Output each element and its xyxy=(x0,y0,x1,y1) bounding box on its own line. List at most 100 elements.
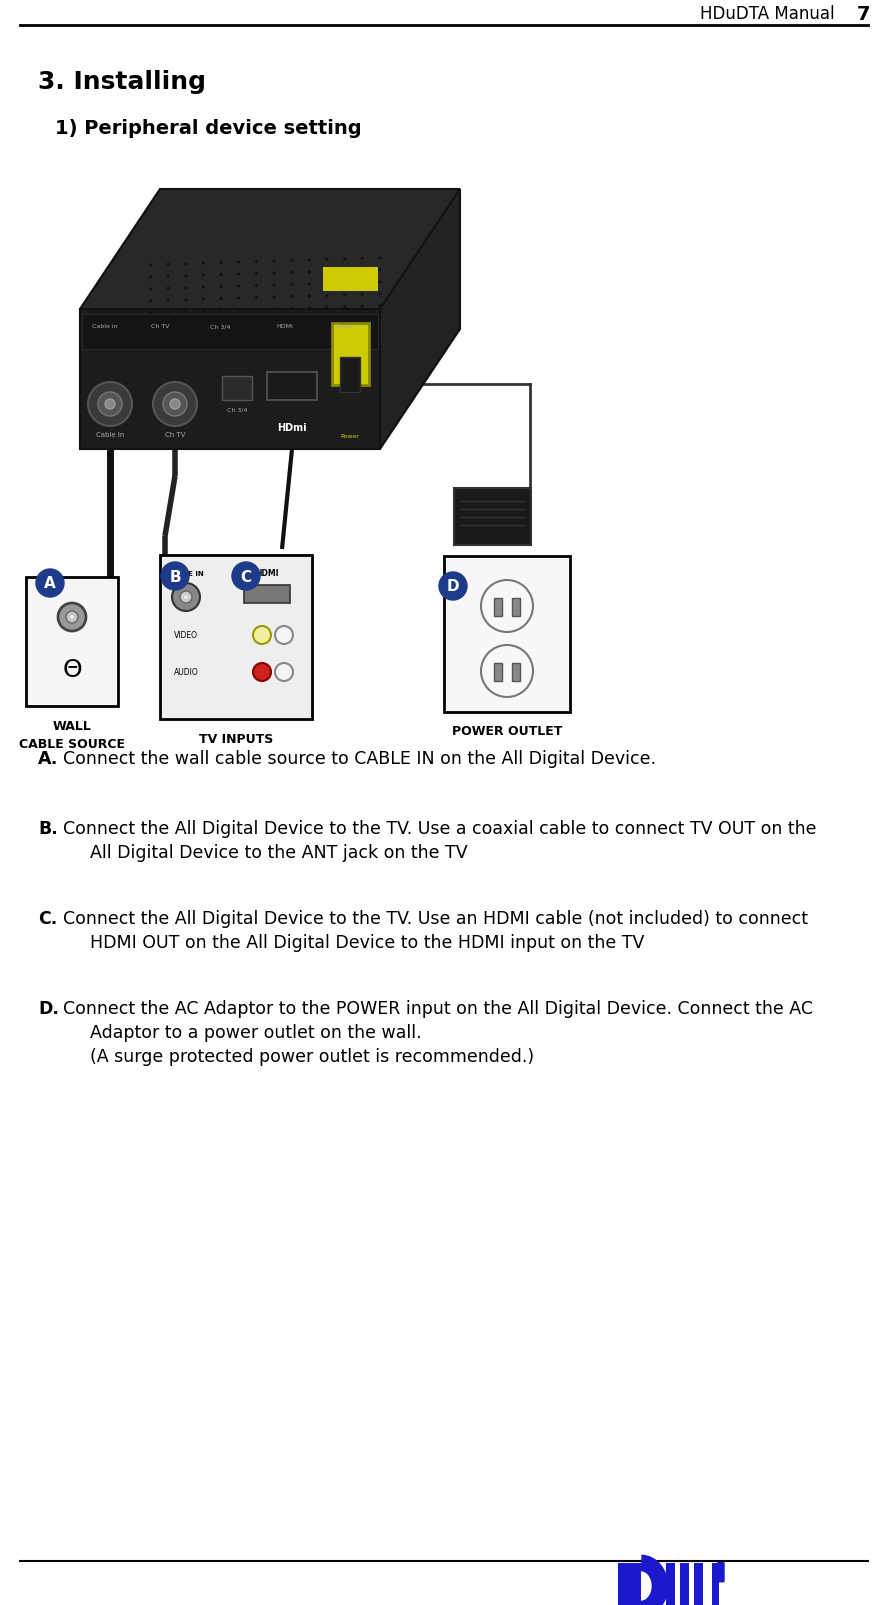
Polygon shape xyxy=(80,310,380,449)
Circle shape xyxy=(255,297,258,300)
Circle shape xyxy=(273,273,275,276)
Text: AUDIO: AUDIO xyxy=(174,668,199,677)
Text: Ch TV: Ch TV xyxy=(151,324,170,329)
FancyBboxPatch shape xyxy=(512,663,520,682)
Circle shape xyxy=(163,393,187,417)
FancyBboxPatch shape xyxy=(26,578,118,706)
Circle shape xyxy=(273,308,275,311)
Circle shape xyxy=(308,271,311,274)
Circle shape xyxy=(325,271,329,274)
Text: WALL: WALL xyxy=(52,721,91,733)
Text: Connect the All Digital Device to the TV. Use an HDMI cable (not included) to co: Connect the All Digital Device to the TV… xyxy=(63,910,808,928)
Circle shape xyxy=(378,270,381,273)
Circle shape xyxy=(180,592,192,603)
Text: D.: D. xyxy=(38,1000,59,1018)
Text: Cable in: Cable in xyxy=(92,324,118,329)
Circle shape xyxy=(361,270,364,273)
Circle shape xyxy=(325,295,329,297)
FancyBboxPatch shape xyxy=(512,599,520,616)
Circle shape xyxy=(153,382,197,427)
Circle shape xyxy=(219,299,223,302)
Text: 3. Installing: 3. Installing xyxy=(38,71,206,95)
Circle shape xyxy=(275,626,293,645)
Circle shape xyxy=(36,570,64,597)
FancyBboxPatch shape xyxy=(454,488,531,546)
Circle shape xyxy=(361,281,364,284)
Circle shape xyxy=(378,281,381,284)
Circle shape xyxy=(255,273,258,276)
Circle shape xyxy=(149,276,152,279)
Circle shape xyxy=(185,311,187,315)
Circle shape xyxy=(167,300,170,303)
Circle shape xyxy=(237,297,241,300)
Circle shape xyxy=(255,308,258,311)
Text: Ch 3/4: Ch 3/4 xyxy=(226,408,247,412)
FancyBboxPatch shape xyxy=(444,557,570,713)
Circle shape xyxy=(185,287,187,291)
Circle shape xyxy=(275,663,293,682)
FancyBboxPatch shape xyxy=(680,1563,689,1605)
Text: B: B xyxy=(170,570,181,584)
Circle shape xyxy=(161,563,189,591)
Text: Ch TV: Ch TV xyxy=(165,432,186,438)
Circle shape xyxy=(273,260,275,263)
Circle shape xyxy=(290,284,293,287)
Circle shape xyxy=(232,563,260,591)
Text: Cable In: Cable In xyxy=(96,432,124,438)
Circle shape xyxy=(290,308,293,311)
Text: Power: Power xyxy=(336,324,354,329)
FancyBboxPatch shape xyxy=(494,663,502,682)
FancyBboxPatch shape xyxy=(712,1563,719,1605)
Text: HDMI: HDMI xyxy=(255,570,279,578)
Circle shape xyxy=(308,307,311,310)
Text: POWER OUTLET: POWER OUTLET xyxy=(452,725,562,738)
Text: C.: C. xyxy=(38,910,57,928)
Text: HDuDTA Manual: HDuDTA Manual xyxy=(700,5,840,22)
Polygon shape xyxy=(80,189,460,310)
Circle shape xyxy=(237,262,241,265)
Text: (A surge protected power outlet is recommended.): (A surge protected power outlet is recom… xyxy=(90,1048,534,1066)
Circle shape xyxy=(149,311,152,315)
FancyBboxPatch shape xyxy=(666,1563,675,1605)
Circle shape xyxy=(237,310,241,313)
Circle shape xyxy=(290,260,293,263)
Circle shape xyxy=(237,286,241,289)
Circle shape xyxy=(172,584,200,612)
Text: TV INPUTS: TV INPUTS xyxy=(199,733,274,746)
Circle shape xyxy=(88,382,132,427)
Circle shape xyxy=(255,262,258,263)
Text: CABLE SOURCE: CABLE SOURCE xyxy=(19,738,125,751)
Text: CABLE IN: CABLE IN xyxy=(168,571,204,576)
Text: HDMI: HDMI xyxy=(276,324,293,329)
Circle shape xyxy=(202,310,205,313)
Circle shape xyxy=(378,294,381,295)
Text: Connect the AC Adaptor to the POWER input on the All Digital Device. Connect the: Connect the AC Adaptor to the POWER inpu… xyxy=(63,1000,813,1018)
Polygon shape xyxy=(380,189,460,449)
Text: A: A xyxy=(44,576,56,591)
Circle shape xyxy=(219,310,223,313)
Text: HDmi: HDmi xyxy=(277,422,307,433)
Circle shape xyxy=(361,258,364,260)
Circle shape xyxy=(325,282,329,286)
Circle shape xyxy=(219,286,223,289)
Circle shape xyxy=(58,603,86,632)
Circle shape xyxy=(167,276,170,279)
Circle shape xyxy=(167,263,170,266)
Circle shape xyxy=(378,305,381,308)
Circle shape xyxy=(185,299,187,302)
Circle shape xyxy=(219,274,223,278)
Text: Connect the All Digital Device to the TV. Use a coaxial cable to connect TV OUT : Connect the All Digital Device to the TV… xyxy=(63,820,816,838)
Circle shape xyxy=(273,284,275,287)
Circle shape xyxy=(66,612,78,624)
Text: Power: Power xyxy=(341,433,360,438)
Text: +5V DC in: +5V DC in xyxy=(330,276,370,284)
Text: B.: B. xyxy=(38,820,58,838)
Circle shape xyxy=(378,257,381,260)
FancyBboxPatch shape xyxy=(160,555,312,719)
Circle shape xyxy=(273,297,275,299)
Circle shape xyxy=(290,295,293,299)
Text: 7: 7 xyxy=(857,5,870,24)
Circle shape xyxy=(185,274,187,278)
Circle shape xyxy=(343,282,346,286)
Circle shape xyxy=(185,263,187,266)
